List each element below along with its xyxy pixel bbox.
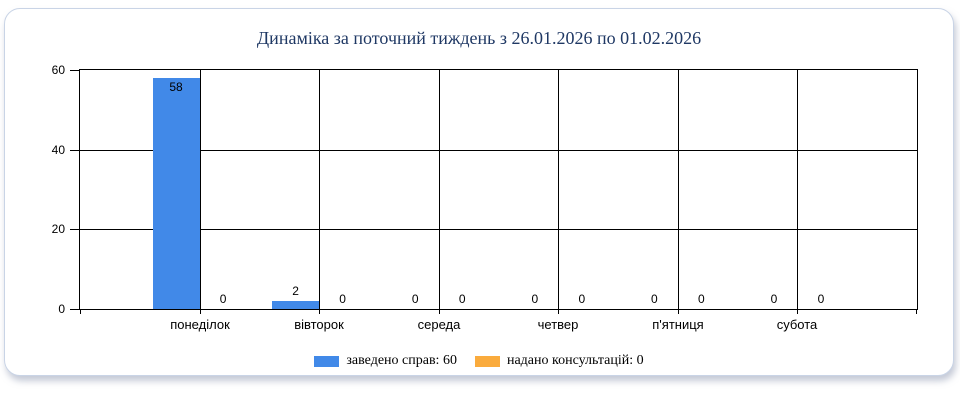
x-axis-tick [80, 309, 81, 314]
y-axis-label: 40 [51, 142, 65, 157]
bar-value-label: 0 [578, 292, 586, 306]
legend-swatch [314, 355, 340, 367]
legend-label: заведено справ: 60 [346, 353, 457, 368]
gridline-vertical [678, 70, 679, 309]
bar-value-label: 0 [698, 292, 705, 306]
bar-value-label: 0 [817, 292, 825, 306]
bar-value-label: 0 [531, 292, 539, 306]
y-axis-label: 0 [58, 302, 65, 316]
bar-value-label: 58 [169, 79, 183, 94]
x-axis-tick [916, 309, 917, 314]
gridline-horizontal [80, 149, 917, 151]
y-axis-label: 60 [51, 63, 65, 77]
x-axis-tick [797, 309, 798, 314]
bar-value-label: 2 [292, 284, 299, 299]
y-axis-label: 20 [51, 222, 65, 237]
x-axis-label: четвер [537, 317, 579, 332]
bar-value-label: 0 [770, 292, 778, 306]
bar-value-label: 0 [339, 292, 346, 306]
x-axis-label: вівторок [294, 317, 344, 332]
y-axis-tick [70, 229, 80, 231]
bar-value-label: 0 [458, 292, 466, 306]
bar [272, 301, 320, 309]
x-axis-tick [200, 309, 201, 314]
legend-label: надано консультацій: 0 [506, 353, 644, 368]
y-axis-tick [70, 149, 80, 151]
chart-title: Динаміка за поточний тиждень з 26.01.202… [256, 28, 702, 48]
gridline-horizontal [80, 229, 917, 231]
plot-area: 0 20 40 60 понеділок вівторок середа четвер п'ят… [52, 63, 918, 332]
y-axis-tick [70, 70, 80, 71]
bar-value-label: 0 [411, 292, 419, 306]
gridline-vertical [558, 70, 559, 309]
bar-value-label: 0 [219, 292, 227, 306]
x-axis-tick [558, 309, 559, 314]
x-axis-label: п'ятниця [652, 317, 704, 332]
gridline-vertical [797, 70, 798, 309]
bar-value-label: 0 [651, 292, 658, 306]
y-axis-tick [70, 309, 80, 310]
chart-card: Динаміка за поточний тиждень з 26.01.202… [4, 8, 954, 376]
bar [152, 77, 200, 309]
x-axis-label: середа [417, 317, 461, 332]
x-axis-tick [678, 309, 679, 314]
legend-item: надано консультацій: 0 [474, 353, 644, 369]
x-axis-tick [319, 309, 320, 314]
x-axis-label: субота [776, 317, 818, 332]
legend: заведено справ: 60 надано консультацій: 0 [5, 353, 953, 369]
gridline-vertical [439, 70, 440, 309]
gridline-vertical [200, 70, 201, 309]
x-axis-label: понеділок [170, 317, 230, 332]
legend-item: заведено справ: 60 [314, 353, 457, 369]
gridline-vertical [319, 70, 320, 309]
legend-swatch [474, 355, 500, 367]
x-axis-tick [439, 309, 440, 314]
